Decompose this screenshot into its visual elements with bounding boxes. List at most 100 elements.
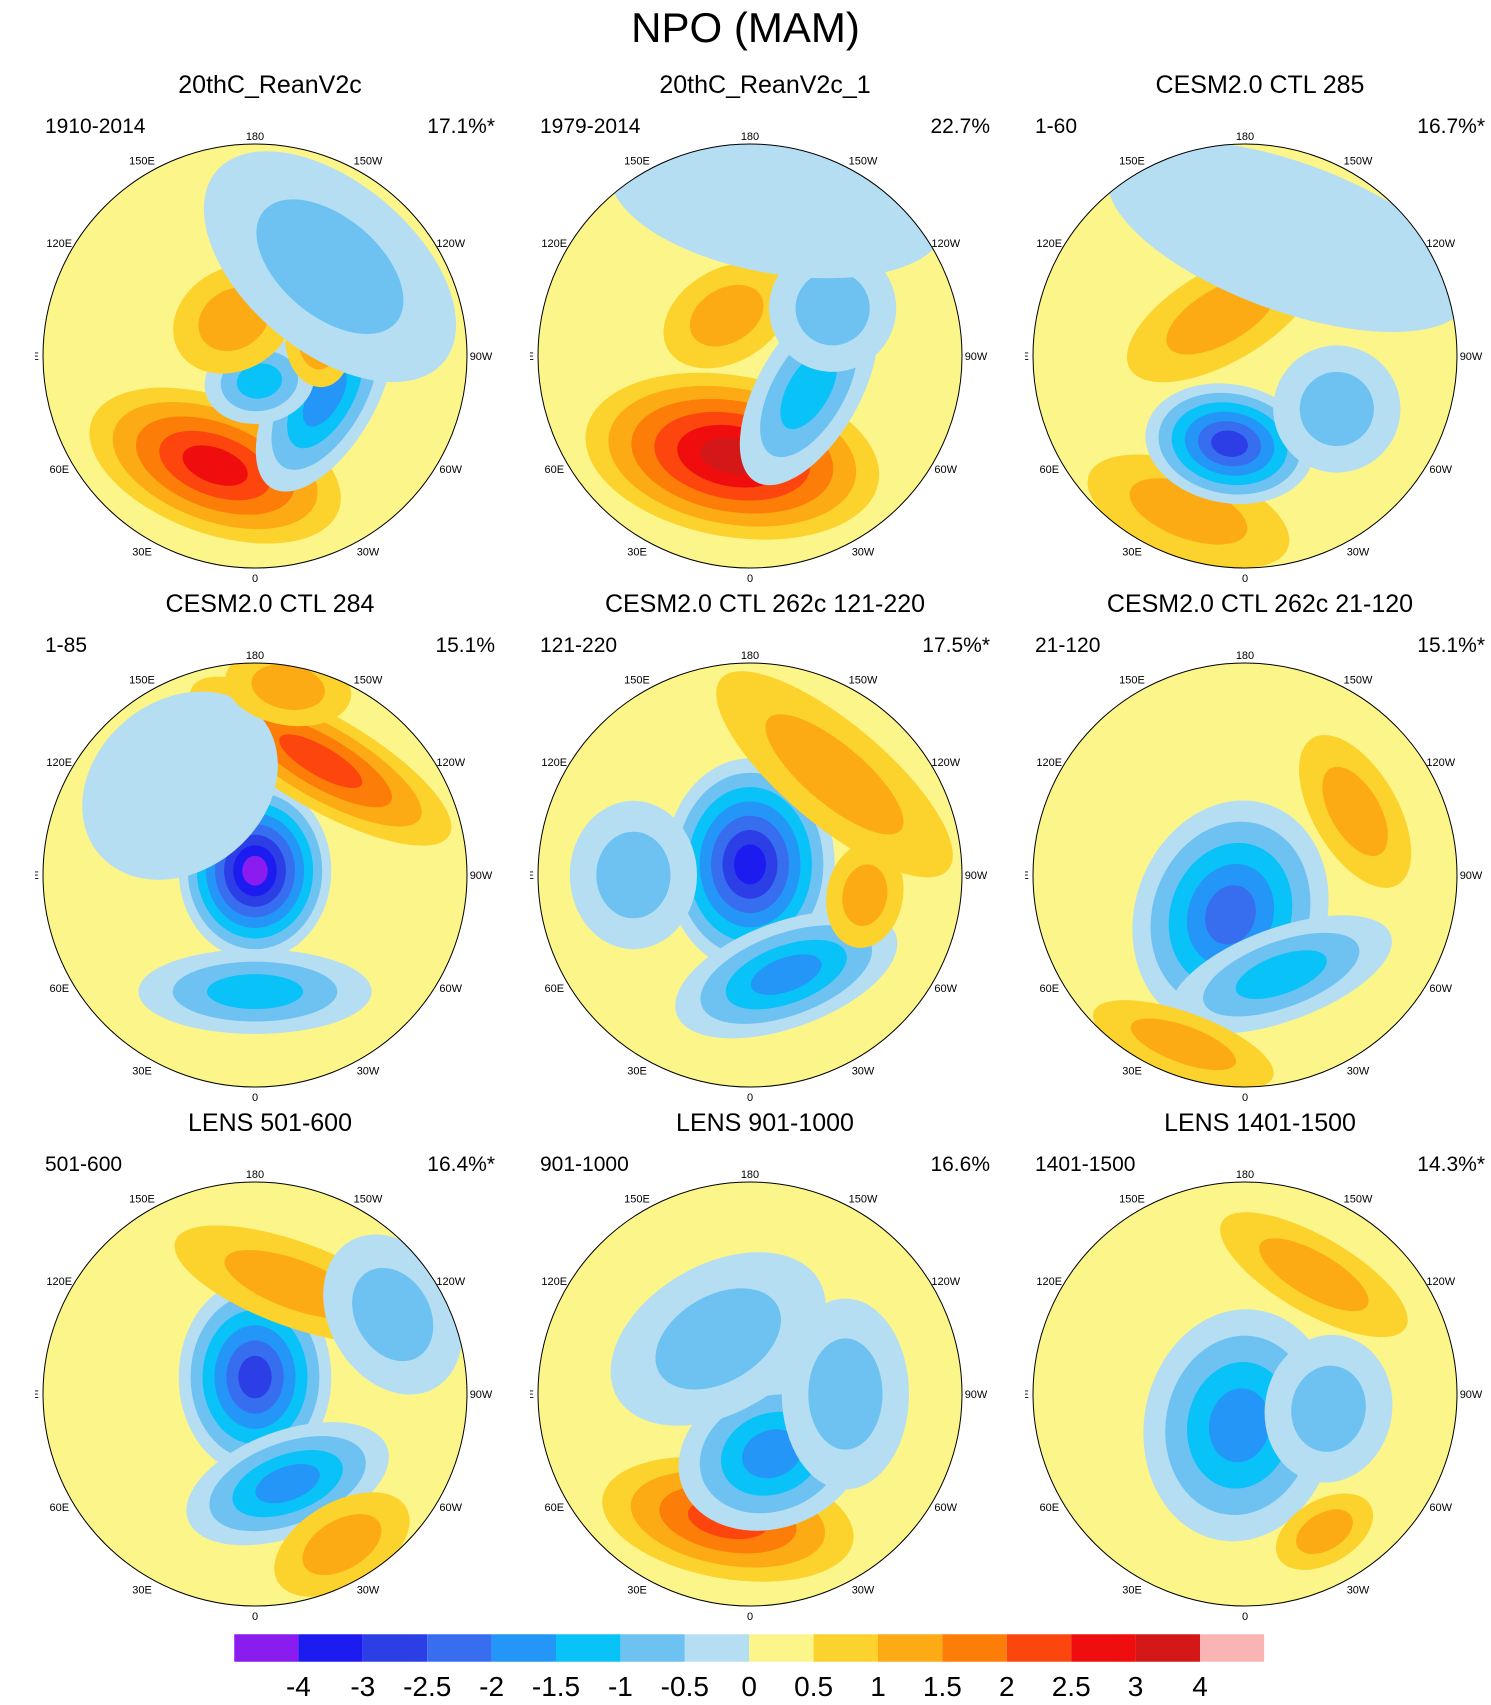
panel-period: 21-120: [1035, 634, 1101, 657]
longitude-label: 90E: [530, 351, 534, 363]
anomaly-contour: [1291, 1365, 1366, 1452]
longitude-label: 120W: [1426, 1276, 1455, 1288]
colorbar-swatch: [427, 1634, 492, 1662]
panel-title: 20thC_ReanV2c_1: [659, 71, 871, 99]
figure-title: NPO (MAM): [631, 4, 860, 51]
map-panel: 20thC_ReanV2c_1 1979-2014 22.7% 180 150E 120E…: [530, 70, 1000, 585]
anomaly-contour: [596, 831, 671, 919]
anomaly-contour: [842, 864, 888, 926]
longitude-label: 180: [741, 1169, 759, 1181]
longitude-label: 90W: [1460, 870, 1483, 882]
anomaly-contour: [1130, 1018, 1237, 1071]
colorbar-tick-label: -1.5: [532, 1671, 580, 1702]
longitude-label: 90W: [470, 870, 493, 882]
longitude-label: 30E: [132, 1585, 152, 1597]
longitude-label: 150W: [354, 674, 383, 686]
colorbar-tick-label: 2: [999, 1671, 1015, 1702]
anomaly-contour: [1129, 478, 1248, 545]
longitude-label: 180: [246, 1169, 264, 1181]
colorbar-swatch: [1135, 1634, 1200, 1662]
colorbar-swatch: [878, 1634, 943, 1662]
colorbar-swatch: [942, 1634, 1007, 1662]
longitude-label: 30W: [357, 1585, 380, 1597]
colorbar-tick-label: 2.5: [1052, 1671, 1091, 1702]
map-boundary: [537, 662, 963, 1088]
anomaly-contour: [255, 1464, 320, 1504]
longitude-label: 150W: [849, 674, 878, 686]
map-boundary: [1032, 662, 1458, 1088]
longitude-label: 0: [252, 573, 258, 585]
colorbar-tick-label: -0.5: [661, 1671, 709, 1702]
anomaly-contour: [82, 691, 278, 880]
colorbar-swatch: [1006, 1634, 1072, 1662]
longitude-label: 90E: [35, 1389, 39, 1401]
longitude-label: 150W: [1344, 674, 1373, 686]
longitude-label: 90E: [1025, 351, 1029, 363]
longitude-label: 150E: [1119, 1193, 1145, 1205]
longitude-label: 60W: [439, 983, 462, 995]
anomaly-contour: [1299, 371, 1374, 447]
longitude-label: 30W: [852, 1585, 875, 1597]
colorbar-tick-label: 3: [1128, 1671, 1144, 1702]
colorbar-tick-label: -1: [608, 1671, 633, 1702]
map-panel: CESM2.0 CTL 262c 21-120 21-120 15.1%* 180 15…: [1025, 589, 1491, 1104]
longitude-label: 90E: [530, 870, 534, 882]
longitude-label: 30E: [132, 1066, 152, 1078]
colorbar-tick-label: 1.5: [923, 1671, 962, 1702]
longitude-label: 150E: [624, 1193, 650, 1205]
colorbar-swatch: [1200, 1634, 1265, 1662]
colorbar-tick-label: 1: [870, 1671, 886, 1702]
anomaly-contour: [795, 271, 870, 346]
colorbar-tick-label: -2.5: [403, 1671, 451, 1702]
longitude-label: 120W: [931, 757, 960, 769]
longitude-label: 120E: [541, 757, 567, 769]
panel-period: 501-600: [45, 1153, 123, 1176]
panel-period: 1910-2014: [45, 115, 146, 138]
longitude-label: 0: [1242, 573, 1248, 585]
longitude-label: 60W: [934, 464, 957, 476]
panel-period: 121-220: [540, 634, 618, 657]
panel-title: CESM2.0 CTL 262c 21-120: [1106, 590, 1414, 618]
panel-variance: 22.7%: [930, 115, 990, 138]
longitude-label: 120W: [436, 1276, 465, 1288]
panel-period: 1-60: [1035, 115, 1078, 138]
colorbar-tick-label: -3: [350, 1671, 375, 1702]
colorbar-tick-label: 0: [741, 1671, 757, 1702]
longitude-label: 90W: [965, 870, 988, 882]
longitude-label: 90E: [1025, 1389, 1029, 1401]
longitude-label: 120E: [541, 1276, 567, 1288]
panel-title: CESM2.0 CTL 285: [1155, 71, 1365, 99]
anomaly-contour: [1235, 950, 1327, 1000]
longitude-label: 120W: [1426, 757, 1455, 769]
anomaly-contour: [1107, 144, 1457, 332]
longitude-label: 60E: [544, 983, 564, 995]
map-boundary: [1032, 1181, 1458, 1607]
longitude-label: 0: [1242, 1092, 1248, 1104]
polar-map: 180 150E 120E 90E 60E 30E 0 30W 60W 90W 120W 150W: [530, 1169, 988, 1623]
colorbar-tick-label: -4: [286, 1671, 311, 1702]
colorbar: -4 -3 -2.5 -2 -1.5 -1 -0.5 0 0.5 1 1.5 2 2.5 3 4: [233, 1634, 1265, 1702]
panel-period: 1-85: [45, 634, 88, 657]
anomaly-contour: [1296, 1509, 1353, 1554]
colorbar-swatch: [362, 1634, 428, 1662]
colorbar-tick-label: -2: [479, 1671, 504, 1702]
longitude-label: 90E: [35, 351, 39, 363]
anomaly-contour: [236, 363, 282, 399]
longitude-label: 60W: [1429, 464, 1452, 476]
panel-variance: 16.7%*: [1417, 115, 1485, 138]
panel-variance: 16.6%: [930, 1153, 990, 1176]
longitude-label: 60E: [1039, 1502, 1059, 1514]
panel-title: LENS 901-1000: [676, 1109, 854, 1137]
anomaly-contour: [1205, 885, 1256, 945]
panel-title: CESM2.0 CTL 262c 121-220: [604, 590, 926, 618]
map-boundary: [42, 662, 468, 1088]
anomaly-contour: [765, 714, 904, 835]
anomaly-contour: [206, 974, 304, 1010]
map-panel: CESM2.0 CTL 285 1-60 16.7%* 180 150E 120E 90E 6…: [1025, 70, 1491, 585]
longitude-label: 150E: [624, 155, 650, 167]
panel-title: CESM2.0 CTL 284: [165, 590, 375, 618]
longitude-label: 120W: [436, 238, 465, 250]
longitude-label: 90W: [965, 1389, 988, 1401]
longitude-label: 60W: [1429, 1502, 1452, 1514]
longitude-label: 120E: [46, 1276, 72, 1288]
